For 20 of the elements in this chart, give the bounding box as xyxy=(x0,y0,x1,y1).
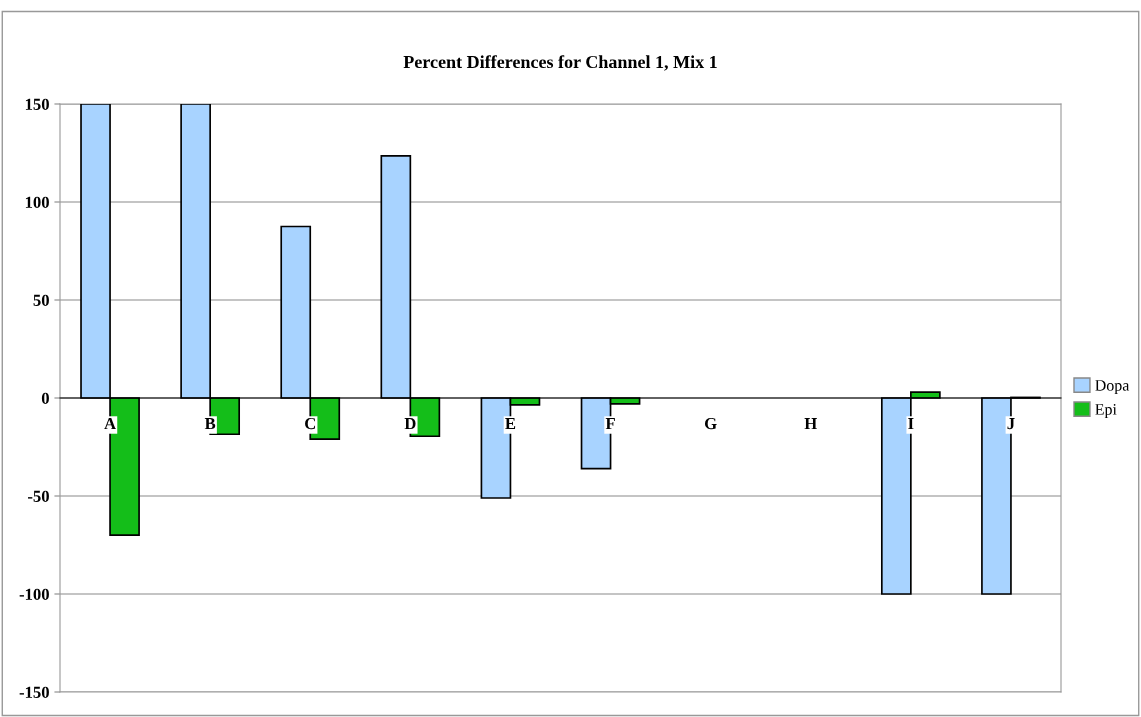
y-tick-label: -100 xyxy=(19,588,49,600)
x-tick-label: E xyxy=(505,418,516,430)
x-tick-label: G xyxy=(704,417,717,430)
x-tick-label: B xyxy=(204,418,216,430)
x-tick-label: I xyxy=(908,418,914,430)
y-tick-label: -150 xyxy=(19,686,49,698)
x-tick-label: D xyxy=(404,418,416,430)
y-tick-label: 100 xyxy=(25,196,49,208)
y-tick-label: 50 xyxy=(33,294,49,306)
x-tick-label: H xyxy=(804,418,817,430)
x-tick-label: C xyxy=(305,417,315,430)
legend-label: Dopa xyxy=(1095,380,1130,395)
y-tick-label: 0 xyxy=(41,392,49,404)
x-tick-label: A xyxy=(104,418,116,430)
x-tick-label: F xyxy=(605,418,615,430)
chart-title: Percent Differences for Channel 1, Mix 1 xyxy=(403,55,717,71)
y-tick-label: -50 xyxy=(27,490,49,502)
y-tick-label: 150 xyxy=(25,98,49,110)
legend-label: Epi xyxy=(1095,404,1117,419)
x-tick-label: J xyxy=(1007,418,1015,430)
